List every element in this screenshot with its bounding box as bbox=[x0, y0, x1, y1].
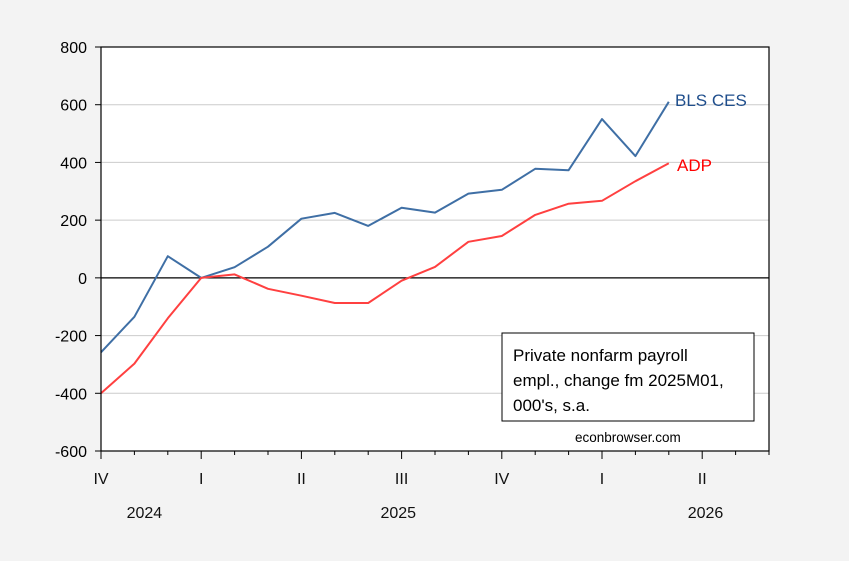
watermark: econbrowser.com bbox=[575, 430, 681, 445]
y-tick-label: -400 bbox=[55, 386, 87, 403]
annotation-box: Private nonfarm payroll empl., change fm… bbox=[501, 332, 755, 422]
y-tick-label: 200 bbox=[60, 213, 87, 230]
x-quarter-label: II bbox=[297, 471, 306, 488]
y-tick-label: 800 bbox=[60, 40, 87, 57]
x-quarter-label: II bbox=[698, 471, 707, 488]
x-quarter-label: I bbox=[600, 471, 604, 488]
y-tick-label: -200 bbox=[55, 329, 87, 346]
x-quarter-label: IV bbox=[93, 471, 108, 488]
series-label-adp: ADP bbox=[677, 156, 712, 175]
x-year-label: 2024 bbox=[127, 505, 163, 522]
x-quarter-label: I bbox=[199, 471, 203, 488]
series-line-bls-ces bbox=[100, 101, 670, 353]
series-label-bls-ces: BLS CES bbox=[675, 91, 747, 110]
series-line-adp bbox=[100, 162, 670, 395]
annotation-line-3: 000's, s.a. bbox=[513, 396, 590, 415]
y-tick-label: 600 bbox=[60, 98, 87, 115]
x-year-label: 2026 bbox=[688, 505, 724, 522]
annotation-line-2: empl., change fm 2025M01, bbox=[513, 371, 724, 390]
y-tick-label: 0 bbox=[78, 271, 87, 288]
x-quarter-label: IV bbox=[494, 471, 509, 488]
x-quarter-label: III bbox=[395, 471, 408, 488]
annotation-line-1: Private nonfarm payroll bbox=[513, 346, 688, 365]
y-tick-label: -600 bbox=[55, 444, 87, 461]
y-tick-label: 400 bbox=[60, 155, 87, 172]
x-year-label: 2025 bbox=[380, 505, 416, 522]
